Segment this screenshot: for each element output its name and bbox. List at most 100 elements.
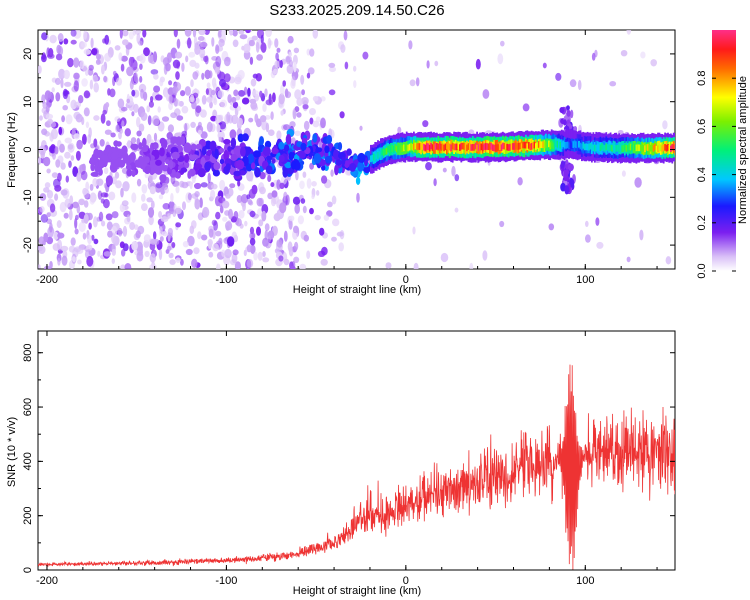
heatmap-noise-blob [482,250,488,261]
heatmap-ridge-cell [405,144,408,152]
heatmap-ridge-cell [649,144,652,152]
heatmap-noise-blob [409,79,416,87]
heatmap-noise-blob [147,54,154,64]
heatmap-y-tick-label: 0 [22,146,34,152]
heatmap-ridge-cell [626,145,629,152]
heatmap-noise-blob [238,30,245,35]
heatmap-noise-blob [289,215,295,222]
heatmap-noise-blob [239,34,248,40]
heatmap-noise-blob [68,209,73,221]
heatmap-ridge-cell [385,147,388,155]
heatmap-noise-blob [274,60,280,69]
heatmap-noise-blob [215,230,222,237]
heatmap-ridge-blob [190,143,197,151]
heatmap-noise-blob [57,33,64,42]
heatmap-ridge-blob [219,147,225,153]
heatmap-noise-blob [150,69,159,75]
heatmap-noise-blob [150,200,155,209]
heatmap-noise-blob [38,245,46,254]
heatmap-ridge-cell [578,140,580,148]
heatmap-ridge-blob [116,141,122,147]
heatmap-noise-blob [294,241,299,251]
heatmap-noise-blob [302,205,307,214]
heatmap-ridge-blob [204,161,212,172]
heatmap-noise-blob [264,223,270,232]
heatmap-noise-blob [158,249,163,260]
heatmap-noise-blob [211,183,218,190]
heatmap-noise-blob [46,212,51,218]
heatmap-ridge-cell [657,145,659,152]
heatmap-noise-blob [191,220,197,229]
heatmap-noise-blob [122,181,130,192]
heatmap-noise-blob [128,95,134,106]
heatmap-ridge-blob [183,142,192,153]
heatmap-noise-blob [204,69,211,80]
heatmap-noise-blob [262,237,269,247]
heatmap-ridge-cell [378,150,381,158]
heatmap-noise-blob [194,62,200,69]
heatmap-x-axis-label: Height of straight line (km) [293,284,421,296]
heatmap-ridge-cell [381,148,384,156]
heatmap-ridge-cell [487,143,490,151]
heatmap-ridge-cell [532,142,534,149]
heatmap-noise-blob [115,124,120,133]
heatmap-noise-blob [294,130,301,137]
heatmap-ridge-cell [671,143,674,151]
heatmap-noise-blob [133,224,139,230]
heatmap-noise-blob [258,219,264,227]
heatmap-ridge-cell [490,143,493,150]
heatmap-noise-blob [121,249,126,257]
heatmap-noise-blob [57,45,64,56]
heatmap-noise-blob [203,55,209,63]
heatmap-burst-blob [566,105,570,111]
heatmap-ridge-cell [635,144,638,152]
heatmap-ridge-cell [548,140,550,148]
heatmap-noise-blob [555,72,562,81]
heatmap-ridge-cell [401,145,404,152]
heatmap-ridge-blob [159,174,167,182]
heatmap-noise-blob [170,192,174,203]
heatmap-noise-blob [173,30,178,38]
heatmap-ridge-cell [652,144,655,152]
heatmap-ridge-blob [313,153,322,164]
heatmap-noise-blob [159,236,164,242]
heatmap-ridge-cell [453,143,455,151]
heatmap-noise-blob [235,218,242,227]
heatmap-noise-blob [267,37,272,49]
heatmap-noise-blob [131,241,139,251]
heatmap-noise-blob [256,226,261,236]
heatmap-noise-blob [171,242,176,248]
heatmap-noise-blob [248,39,255,47]
heatmap-noise-blob [60,162,66,170]
heatmap-ridge-blob [227,146,232,152]
heatmap-noise-blob [626,256,631,263]
heatmap-noise-blob [227,94,232,104]
heatmap-ridge-blob [333,149,339,160]
heatmap-noise-blob [194,97,200,104]
heatmap-ridge-cell [484,143,487,150]
heatmap-noise-blob [309,108,316,116]
heatmap-ridge-cell [621,145,623,152]
heatmap-ridge-cell [430,142,432,150]
heatmap-noise-blob [569,79,577,88]
snr-y-tick-label: 400 [22,452,34,470]
heatmap-noise-blob [76,204,81,214]
heatmap-ridge-blob [195,143,202,150]
heatmap-ridge-blob [233,145,242,157]
heatmap-noise-blob [208,241,212,250]
heatmap-noise-blob [201,234,208,241]
snr-y-tick-label: 0 [22,567,34,573]
heatmap-noise-blob [65,114,73,125]
heatmap-noise-blob [634,177,642,188]
heatmap-ridge-cell [568,142,570,149]
heatmap-ridge-cell [522,141,524,149]
heatmap-ridge-cell [500,144,503,151]
heatmap-noise-blob [67,142,75,153]
heatmap-noise-blob [70,155,75,161]
heatmap-ridge-cell [481,144,484,152]
heatmap-noise-blob [208,251,214,258]
heatmap-noise-blob [330,169,334,177]
heatmap-ridge-blob [337,142,343,151]
heatmap-noise-blob [168,80,173,86]
heatmap-noise-blob [271,190,278,198]
